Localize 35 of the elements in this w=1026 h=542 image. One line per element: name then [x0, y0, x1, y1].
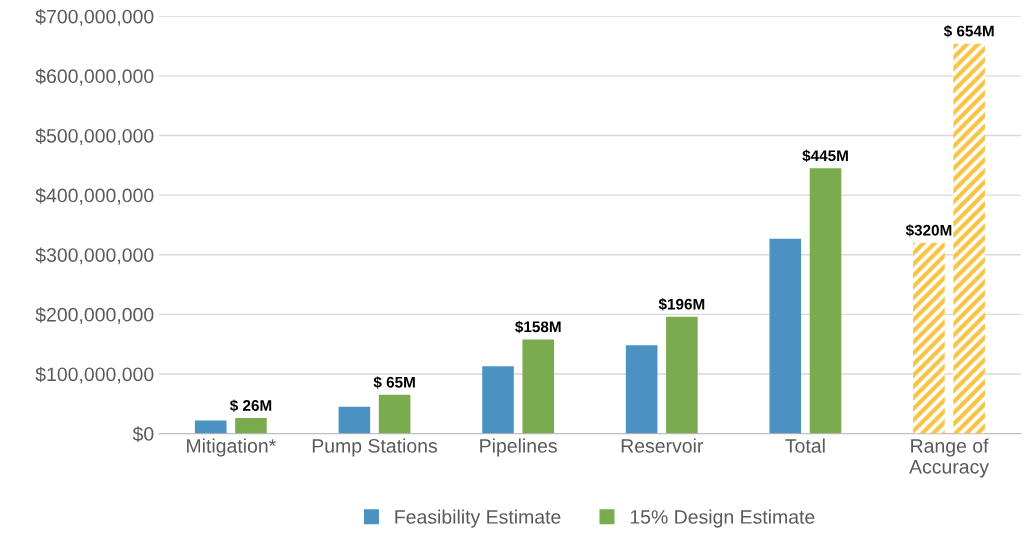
bar: [625, 345, 658, 434]
bar: [913, 242, 945, 434]
y-tick-label: $500,000,000: [35, 128, 154, 146]
bar: [522, 339, 555, 434]
legend-label: 15% Design Estimate: [630, 509, 815, 528]
y-tick-label: $200,000,000: [35, 307, 154, 324]
y-tick-label: $400,000,000: [35, 187, 154, 205]
y-tick-label: $100,000,000: [35, 366, 154, 384]
x-tick-label: Pipelines: [480, 438, 557, 457]
x-tick-label: Pump Stations: [312, 438, 438, 457]
legend-label: Feasibility Estimate: [395, 509, 561, 528]
y-tick-label: $0: [132, 426, 154, 442]
data-label: $ 26M: [229, 399, 272, 412]
data-label: $320M: [905, 224, 952, 237]
data-label: $158M: [515, 320, 561, 334]
data-label: $ 654M: [943, 25, 994, 38]
data-label: $196M: [658, 298, 705, 311]
bar: [769, 238, 802, 434]
bar: [378, 394, 411, 434]
x-tick-label: Total: [785, 438, 825, 453]
y-tick-label: $600,000,000: [35, 68, 154, 86]
bar: [194, 420, 227, 434]
bar: [235, 418, 267, 434]
bar: [338, 406, 371, 434]
y-tick-label: $300,000,000: [35, 247, 154, 265]
bar: [953, 43, 985, 434]
y-tick-label: $700,000,000: [35, 8, 154, 26]
data-label: $ 65M: [373, 376, 415, 389]
x-tick-label: Mitigation*: [187, 438, 276, 457]
bar: [482, 366, 514, 434]
data-label: $445M: [802, 149, 848, 163]
x-tick-label: Reservoir: [621, 438, 704, 453]
bar: [666, 316, 698, 434]
bar: [809, 168, 842, 434]
x-tick-label: Range of Accuracy: [909, 438, 989, 478]
